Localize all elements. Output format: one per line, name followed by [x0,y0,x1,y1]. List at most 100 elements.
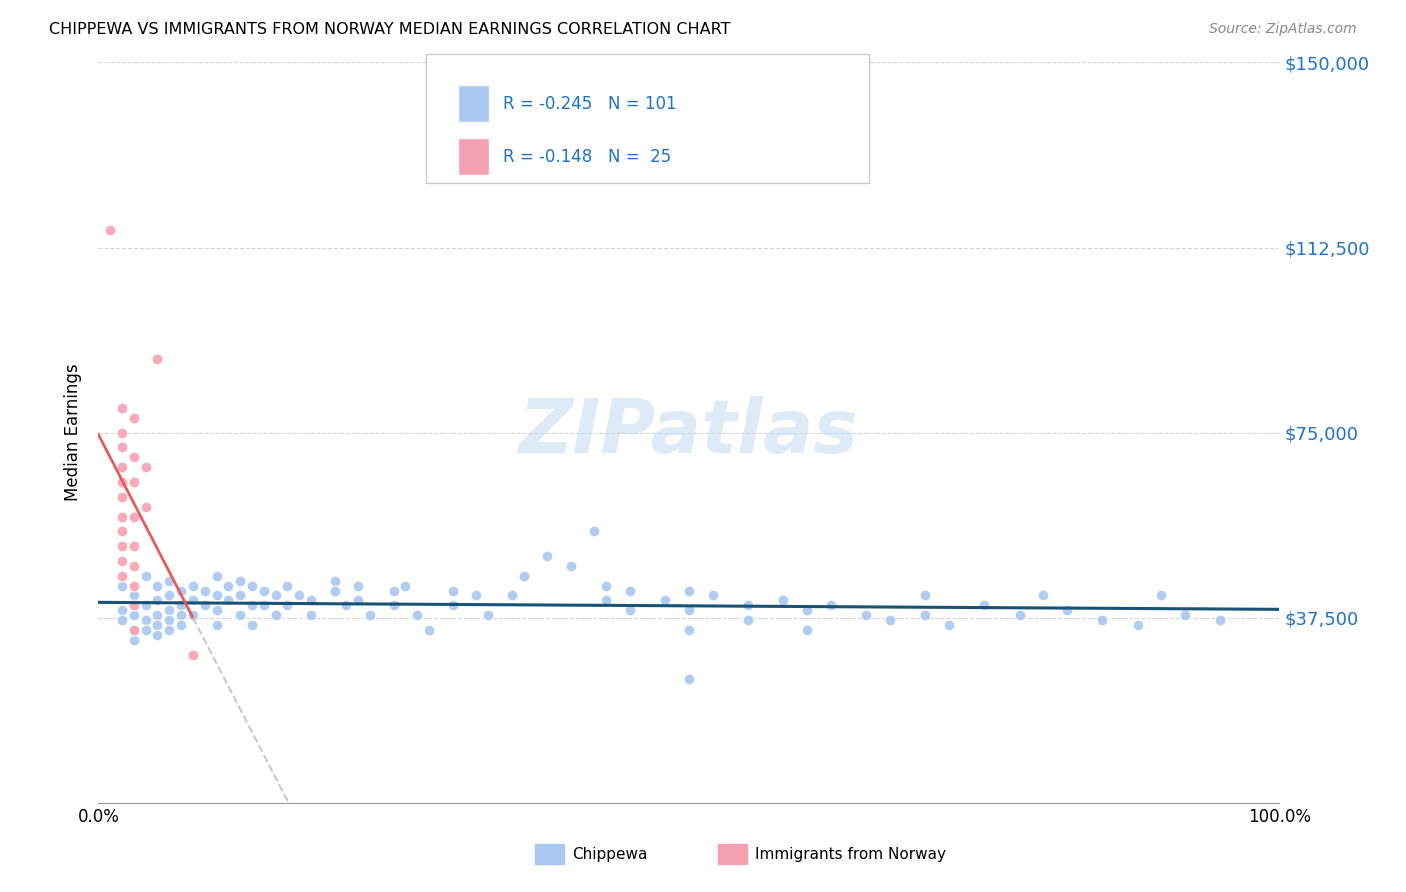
Point [253,583,276,598]
Point [678,673,700,687]
Point [146,593,169,607]
Point [111,524,134,539]
Point [122,579,145,593]
Point [678,623,700,637]
Point [501,589,523,603]
Text: Source: ZipAtlas.com: Source: ZipAtlas.com [1209,22,1357,37]
Point [347,579,370,593]
Point [181,648,204,662]
Point [1091,613,1114,627]
Point [855,608,877,623]
Point [111,509,134,524]
Point [583,524,606,539]
Point [299,593,322,607]
Point [595,579,617,593]
Text: Immigrants from Norway: Immigrants from Norway [755,847,946,862]
Point [122,509,145,524]
Point [146,351,169,366]
Point [595,593,617,607]
Point [253,599,276,613]
Point [465,589,488,603]
Point [181,608,204,623]
Point [229,574,252,588]
Point [1150,589,1173,603]
Point [406,608,429,623]
Point [394,579,416,593]
Point [122,539,145,553]
Point [135,500,157,514]
Text: R = -0.148   N =  25: R = -0.148 N = 25 [503,148,672,166]
Point [914,608,936,623]
Point [382,599,405,613]
Point [276,599,298,613]
Text: CHIPPEWA VS IMMIGRANTS FROM NORWAY MEDIAN EARNINGS CORRELATION CHART: CHIPPEWA VS IMMIGRANTS FROM NORWAY MEDIA… [49,22,731,37]
Point [1126,618,1149,632]
Point [477,608,499,623]
Point [973,599,995,613]
Point [796,623,818,637]
Point [512,568,534,582]
Point [111,579,134,593]
Point [170,583,193,598]
Point [938,618,960,632]
Point [654,593,676,607]
Point [122,475,145,489]
Point [194,583,217,598]
Point [111,441,134,455]
Point [170,599,193,613]
Point [194,599,217,613]
Point [335,599,357,613]
Point [122,608,145,623]
Point [1209,613,1232,627]
Point [264,608,287,623]
Point [122,410,145,425]
Point [217,579,239,593]
Point [240,618,263,632]
Point [157,589,180,603]
Point [122,450,145,465]
Point [347,593,370,607]
Point [796,603,818,617]
Point [157,613,180,627]
Point [229,589,252,603]
Point [205,589,228,603]
Point [264,589,287,603]
Point [240,579,263,593]
Point [135,460,157,475]
Point [619,603,641,617]
Point [299,608,322,623]
Point [98,223,121,237]
Point [678,603,700,617]
Point [619,583,641,598]
Point [122,589,145,603]
Point [122,599,145,613]
Point [146,608,169,623]
Point [157,574,180,588]
Point [157,603,180,617]
Point [135,623,157,637]
Point [146,579,169,593]
Point [181,593,204,607]
Point [122,632,145,647]
Point [146,628,169,642]
Point [111,613,134,627]
Point [1056,603,1078,617]
Point [122,558,145,573]
Point [229,608,252,623]
Point [441,583,464,598]
Point [111,401,134,415]
Point [536,549,558,563]
Point [111,490,134,504]
Point [135,613,157,627]
Point [170,608,193,623]
Point [111,554,134,568]
Point [181,579,204,593]
Point [702,589,724,603]
Point [560,558,582,573]
Point [382,583,405,598]
Y-axis label: Median Earnings: Median Earnings [65,364,83,501]
Point [678,583,700,598]
Point [170,618,193,632]
Point [111,460,134,475]
Point [217,593,239,607]
